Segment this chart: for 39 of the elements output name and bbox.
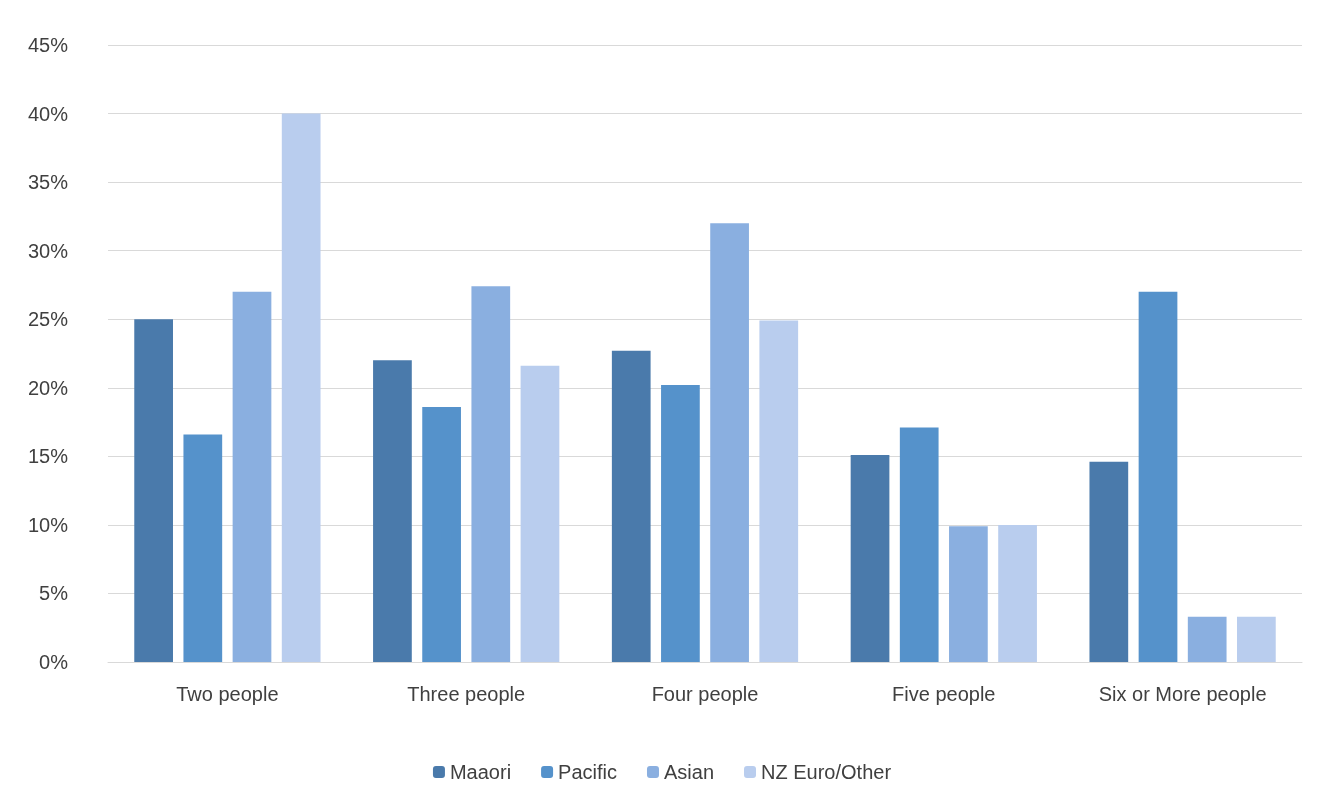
bar (759, 320, 799, 662)
y-tick-label: 0% (39, 651, 69, 673)
bar (661, 385, 700, 662)
x-tick-label: Five people (892, 683, 996, 705)
bar (134, 319, 173, 662)
bar (1089, 461, 1129, 662)
legend-label: Maaori (449, 761, 512, 783)
x-tick-label: Six or More people (1098, 683, 1267, 705)
y-tick-label: 40% (27, 102, 69, 125)
bar (422, 406, 461, 662)
legend-label: NZ Euro/Other (761, 761, 892, 783)
legend-label: Asian (663, 761, 715, 783)
bar (520, 365, 560, 662)
bar (850, 454, 890, 662)
y-tick-label: 5% (39, 582, 69, 605)
bar (373, 360, 412, 662)
y-tick-label: 30% (27, 239, 69, 262)
bar (281, 113, 321, 662)
bar (471, 286, 511, 662)
bar (1237, 616, 1276, 662)
x-tick-label: Two people (176, 683, 279, 705)
bar (183, 434, 223, 662)
x-tick-label: Four people (651, 683, 759, 705)
bar (611, 350, 651, 662)
bar (998, 524, 1037, 662)
bar (232, 291, 272, 662)
bar (1187, 616, 1227, 662)
bar (949, 526, 988, 662)
bar (710, 223, 749, 662)
y-tick-label: 25% (27, 308, 69, 331)
y-tick-label: 10% (27, 513, 69, 536)
y-tick-label: 20% (27, 376, 69, 399)
y-tick-label: 15% (27, 445, 69, 468)
bar (899, 427, 939, 662)
y-tick-label: 45% (27, 34, 69, 56)
legend-label: Pacific (558, 761, 617, 783)
bar (1138, 291, 1178, 662)
x-tick-label: Three people (407, 683, 526, 705)
y-tick-label: 35% (27, 171, 69, 194)
